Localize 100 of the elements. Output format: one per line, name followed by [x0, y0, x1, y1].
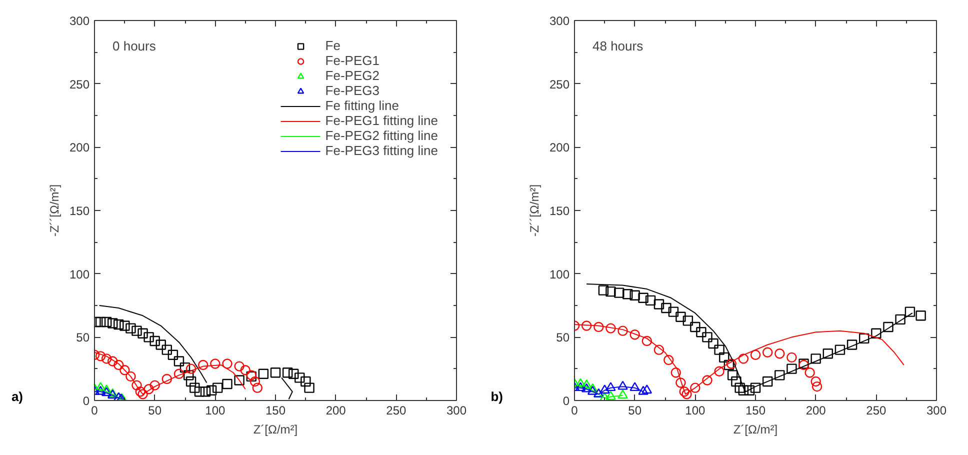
point	[138, 328, 148, 338]
point	[654, 299, 664, 310]
annotation: 0 hours	[112, 38, 156, 54]
point	[135, 386, 146, 397]
y-tick-label: 250	[549, 77, 570, 92]
x-tick-label: 300	[926, 404, 947, 418]
point	[240, 365, 250, 376]
point	[762, 347, 773, 358]
point	[138, 389, 148, 400]
point	[642, 384, 652, 394]
point	[101, 384, 112, 394]
point	[174, 368, 184, 379]
point	[108, 356, 118, 366]
x-tick-label: 200	[326, 404, 346, 418]
point	[588, 386, 598, 395]
point	[682, 389, 692, 400]
point	[679, 386, 690, 397]
point	[606, 323, 616, 334]
point	[120, 320, 130, 331]
point	[234, 361, 244, 372]
point	[600, 384, 610, 394]
point	[101, 387, 112, 396]
y-tick-label: 200	[69, 140, 90, 155]
point	[162, 374, 172, 384]
point	[846, 340, 858, 350]
point	[206, 385, 217, 396]
point	[834, 344, 846, 355]
point	[162, 344, 172, 355]
x-tick-label: 200	[806, 404, 826, 418]
point	[108, 318, 118, 328]
point	[132, 380, 142, 390]
point	[581, 383, 592, 392]
point	[606, 286, 616, 297]
point	[904, 306, 916, 317]
point	[200, 386, 211, 397]
legend-label: Fe-PEG2 fitting line	[325, 128, 438, 143]
point	[184, 370, 194, 380]
point	[282, 368, 293, 378]
point	[682, 316, 694, 326]
point	[588, 383, 598, 392]
point	[222, 378, 232, 390]
point	[642, 336, 652, 346]
point	[168, 350, 178, 360]
x-axis-title: Z´[Ω/m²]	[733, 422, 778, 436]
x-axis-title: Z´[Ω/m²]	[253, 422, 298, 436]
point	[668, 306, 679, 317]
legend-label: Fe-PEG3	[325, 83, 380, 98]
x-tick-label: 250	[866, 404, 887, 418]
point	[750, 350, 761, 360]
point	[738, 385, 749, 396]
point	[126, 371, 136, 382]
y-tick-label: 150	[549, 204, 570, 218]
point	[210, 358, 220, 369]
point	[186, 376, 196, 387]
point	[630, 382, 640, 392]
y-tick-label: 200	[549, 140, 570, 155]
point	[234, 375, 244, 386]
legend-label: Fe	[325, 38, 342, 53]
point	[194, 386, 205, 397]
point	[661, 302, 672, 314]
point	[270, 368, 281, 378]
point	[812, 381, 822, 392]
point	[198, 360, 208, 370]
y-tick-label: 0	[562, 394, 570, 408]
point	[714, 344, 724, 355]
point	[606, 390, 616, 400]
point	[774, 370, 785, 380]
point	[734, 382, 745, 393]
point	[120, 365, 130, 376]
point	[132, 326, 142, 336]
point	[95, 386, 106, 395]
point	[594, 322, 604, 332]
point	[258, 368, 269, 379]
x-tick-label: 100	[685, 404, 706, 418]
point	[212, 382, 223, 393]
point	[156, 340, 166, 350]
point	[581, 380, 592, 388]
point	[294, 372, 305, 383]
point	[719, 352, 730, 363]
point	[871, 328, 882, 338]
point	[95, 382, 106, 392]
point	[101, 316, 112, 328]
point	[252, 382, 262, 393]
point	[114, 319, 124, 330]
y-tick-label: 300	[549, 14, 570, 28]
point	[690, 322, 700, 332]
x-tick-label: 150	[265, 404, 286, 418]
point	[702, 375, 712, 386]
point	[786, 352, 797, 363]
point	[810, 376, 821, 387]
point	[762, 376, 773, 387]
point	[186, 364, 196, 374]
point	[288, 368, 299, 379]
point	[708, 338, 718, 349]
annotation: 48 hours	[592, 38, 644, 54]
point	[638, 292, 648, 303]
y-tick-label: 250	[69, 77, 90, 92]
point	[670, 368, 681, 378]
point	[895, 314, 906, 325]
x-tick-label: 300	[446, 404, 467, 418]
